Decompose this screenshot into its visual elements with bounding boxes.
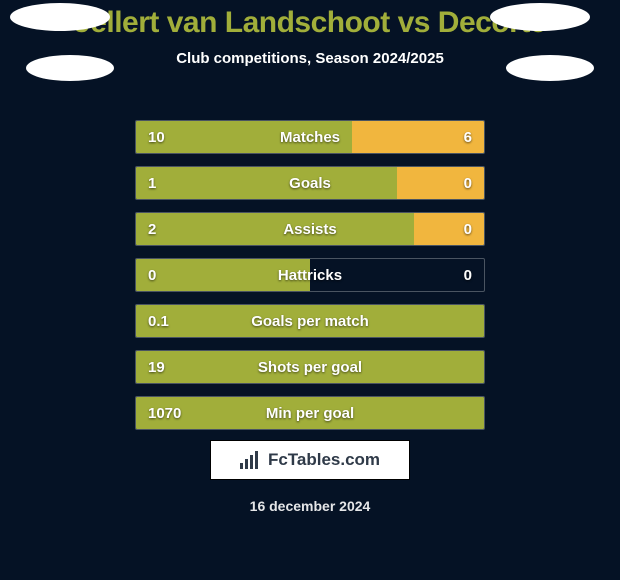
page-title: Jellert van Landschoot vs Decorte	[0, 0, 620, 40]
stat-label: Min per goal	[136, 397, 484, 429]
stat-value-left: 0	[148, 259, 156, 291]
stat-row: Hattricks0 0	[135, 258, 485, 292]
stat-value-left: 1070	[148, 397, 181, 429]
comparison-bars: Matches106Goals10Assists20Hattricks00Goa…	[135, 120, 485, 442]
subtitle: Club competitions, Season 2024/2025	[0, 50, 620, 67]
stat-label: Matches	[136, 121, 484, 153]
stat-row: Matches10 6	[135, 120, 485, 154]
stat-value-right: 0	[464, 213, 472, 245]
stat-row: Goals per match0.1	[135, 304, 485, 338]
stat-value-right: 0	[464, 259, 472, 291]
stat-label: Goals per match	[136, 305, 484, 337]
stat-label: Shots per goal	[136, 351, 484, 383]
stat-label: Hattricks	[136, 259, 484, 291]
stat-label: Goals	[136, 167, 484, 199]
stat-value-left: 2	[148, 213, 156, 245]
stat-label: Assists	[136, 213, 484, 245]
stat-value-left: 10	[148, 121, 165, 153]
stat-row: Shots per goal19	[135, 350, 485, 384]
watermark-text: FcTables.com	[268, 450, 380, 470]
chart-icon	[240, 451, 262, 469]
stat-value-left: 0.1	[148, 305, 169, 337]
stat-value-right: 0	[464, 167, 472, 199]
stat-row: Goals1 0	[135, 166, 485, 200]
stat-row: Min per goal1070	[135, 396, 485, 430]
date-label: 16 december 2024	[0, 498, 620, 514]
stat-value-left: 19	[148, 351, 165, 383]
watermark: FcTables.com	[210, 440, 410, 480]
stat-value-right: 6	[464, 121, 472, 153]
stat-row: Assists2 0	[135, 212, 485, 246]
stat-value-left: 1	[148, 167, 156, 199]
